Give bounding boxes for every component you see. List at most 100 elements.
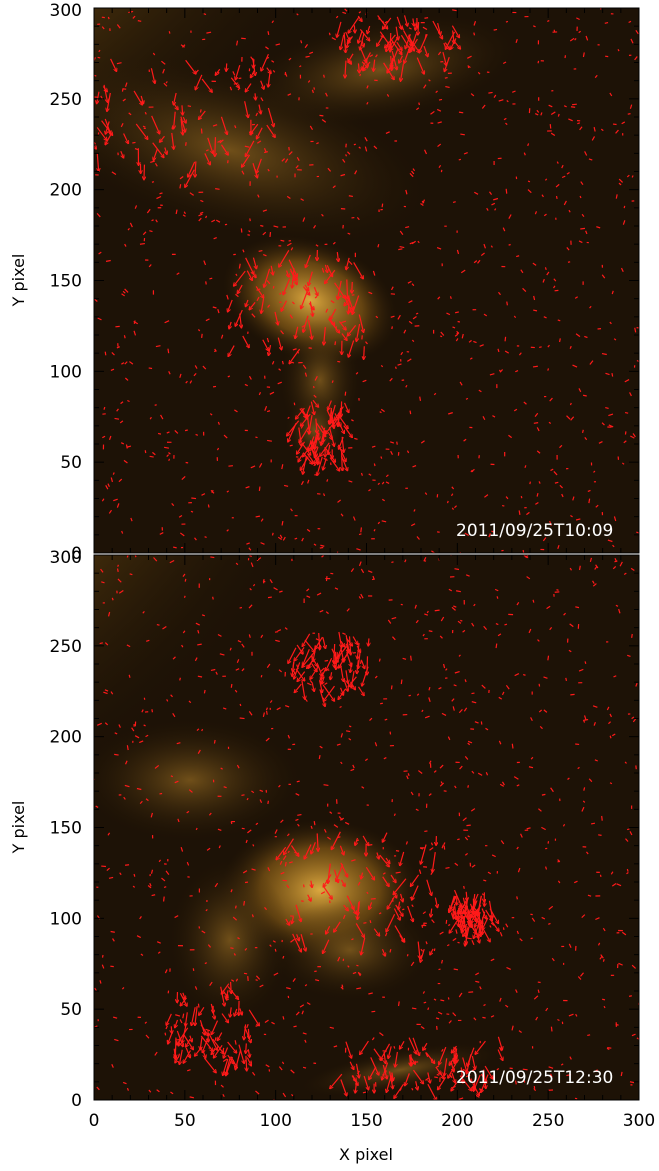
velocity-vector bbox=[442, 663, 446, 669]
velocity-vector bbox=[537, 60, 540, 64]
velocity-vector bbox=[546, 605, 551, 610]
velocity-vector bbox=[299, 426, 310, 442]
velocity-vector bbox=[235, 562, 239, 566]
velocity-vector bbox=[354, 25, 355, 32]
velocity-vector bbox=[442, 51, 446, 65]
velocity-vector bbox=[151, 219, 154, 222]
velocity-vector bbox=[168, 1033, 173, 1043]
velocity-vector bbox=[483, 879, 487, 882]
velocity-vector bbox=[306, 595, 311, 599]
velocity-vector bbox=[290, 247, 294, 251]
velocity-vector bbox=[264, 405, 268, 411]
velocity-vector bbox=[126, 555, 129, 558]
top-emission bbox=[94, 8, 519, 465]
velocity-vector bbox=[144, 111, 147, 115]
velocity-vector bbox=[330, 1073, 343, 1088]
velocity-vector bbox=[623, 205, 626, 209]
velocity-vector bbox=[569, 567, 572, 571]
velocity-vector bbox=[328, 400, 332, 410]
velocity-vector bbox=[431, 919, 435, 924]
velocity-vector bbox=[203, 689, 206, 694]
velocity-vector bbox=[339, 663, 343, 681]
velocity-vector bbox=[464, 915, 465, 927]
velocity-vector bbox=[367, 656, 368, 674]
velocity-vector bbox=[501, 781, 505, 786]
velocity-vector bbox=[371, 445, 376, 448]
velocity-vector bbox=[424, 492, 428, 495]
velocity-vector bbox=[303, 633, 311, 646]
velocity-vector bbox=[425, 1052, 434, 1063]
velocity-vector bbox=[382, 1064, 387, 1078]
velocity-vector bbox=[394, 366, 397, 369]
velocity-vector bbox=[566, 172, 570, 175]
velocity-vector bbox=[166, 454, 170, 458]
velocity-vector bbox=[364, 137, 368, 142]
velocity-vector bbox=[463, 152, 468, 155]
velocity-vector bbox=[139, 740, 144, 744]
velocity-vector bbox=[467, 742, 471, 746]
velocity-vector bbox=[405, 34, 411, 48]
velocity-vector bbox=[96, 722, 102, 726]
velocity-vector bbox=[580, 972, 584, 977]
velocity-vector bbox=[432, 852, 436, 872]
velocity-vector bbox=[454, 670, 460, 674]
velocity-vector bbox=[255, 286, 263, 297]
velocity-vector bbox=[336, 743, 341, 746]
velocity-vector bbox=[623, 572, 627, 576]
velocity-vector bbox=[380, 456, 383, 459]
velocity-vector bbox=[227, 375, 231, 378]
velocity-vector bbox=[594, 759, 598, 762]
velocity-vector bbox=[302, 652, 315, 667]
velocity-vector bbox=[444, 42, 450, 50]
velocity-vector bbox=[210, 556, 215, 559]
velocity-vector bbox=[390, 450, 394, 455]
velocity-vector bbox=[528, 628, 532, 634]
velocity-vector bbox=[408, 320, 413, 325]
velocity-vector bbox=[553, 29, 556, 33]
velocity-vector bbox=[272, 70, 276, 73]
velocity-vector bbox=[484, 898, 485, 906]
velocity-vector bbox=[309, 679, 314, 685]
velocity-vector bbox=[199, 1006, 205, 1015]
velocity-vector bbox=[328, 317, 334, 325]
velocity-vector bbox=[460, 619, 463, 622]
velocity-vector bbox=[516, 601, 520, 606]
velocity-vector bbox=[282, 1016, 285, 1020]
velocity-vector bbox=[355, 837, 359, 845]
velocity-vector bbox=[458, 1097, 464, 1100]
velocity-vector bbox=[180, 116, 185, 132]
velocity-vector bbox=[449, 296, 452, 299]
velocity-vector bbox=[405, 384, 408, 388]
velocity-vector bbox=[368, 638, 369, 645]
velocity-vector bbox=[439, 764, 444, 769]
velocity-vector bbox=[330, 404, 336, 424]
velocity-vector bbox=[121, 293, 126, 297]
y-tick-label: 0 bbox=[71, 1091, 82, 1111]
velocity-vector bbox=[174, 111, 176, 129]
velocity-vector bbox=[255, 112, 259, 117]
velocity-vector bbox=[198, 213, 203, 217]
velocity-vector bbox=[460, 133, 465, 136]
velocity-vector bbox=[561, 164, 564, 169]
velocity-vector bbox=[620, 1071, 623, 1077]
velocity-vector bbox=[548, 104, 553, 108]
velocity-vector bbox=[330, 572, 334, 575]
velocity-vector bbox=[628, 995, 632, 997]
velocity-vector bbox=[417, 240, 420, 244]
velocity-vector bbox=[615, 194, 618, 199]
velocity-vector bbox=[212, 124, 218, 127]
velocity-vector bbox=[557, 545, 560, 550]
velocity-vector bbox=[222, 707, 227, 710]
velocity-vector bbox=[420, 948, 425, 962]
velocity-vector bbox=[330, 672, 331, 679]
velocity-vector bbox=[281, 464, 284, 470]
velocity-vector bbox=[505, 1004, 509, 1008]
velocity-vector bbox=[372, 270, 376, 276]
velocity-vector bbox=[343, 402, 349, 412]
velocity-vector bbox=[280, 330, 284, 335]
velocity-vector bbox=[282, 1092, 287, 1098]
velocity-vector bbox=[441, 712, 447, 716]
velocity-vector bbox=[498, 99, 504, 102]
velocity-vector bbox=[151, 709, 154, 713]
